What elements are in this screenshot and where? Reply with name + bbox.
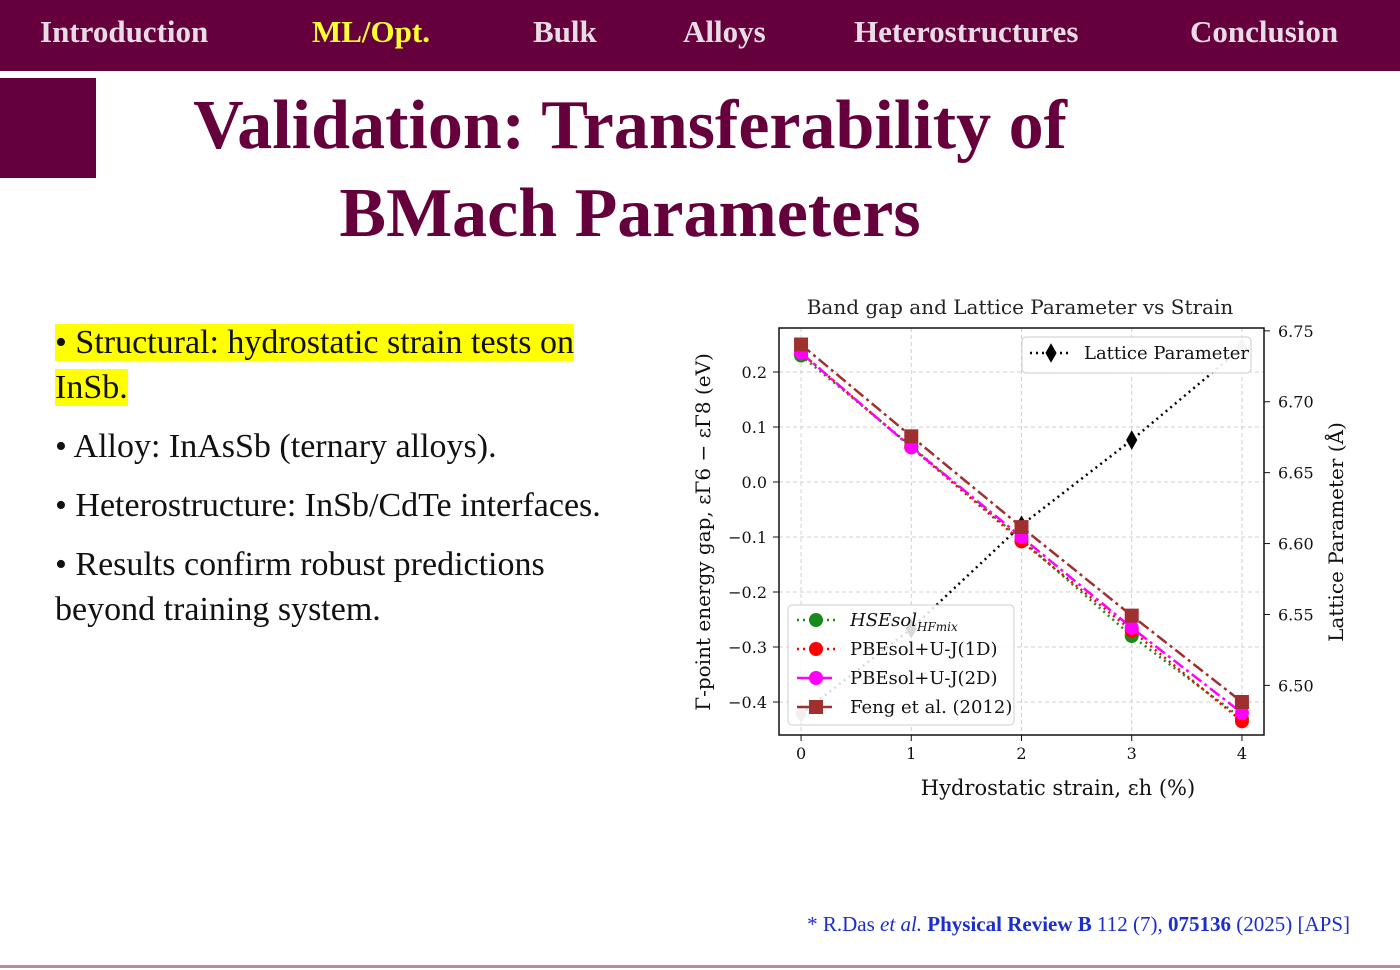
series-point-3 — [1014, 520, 1029, 535]
y-tick-label: 0.2 — [742, 363, 767, 382]
citation: * R.Das et al. Physical Review B 112 (7)… — [807, 912, 1350, 937]
y-tick-label: 0.0 — [742, 473, 767, 492]
citation-prefix: * R.Das — [807, 912, 881, 936]
y2-tick-label: 6.55 — [1278, 605, 1314, 624]
x-tick-label: 1 — [906, 744, 916, 763]
lattice-legend: Lattice Parameter — [1021, 336, 1252, 374]
x-tick-label: 2 — [1016, 744, 1026, 763]
bandgap-lattice-chart: Band gap and Lattice Parameter vs Strain… — [691, 295, 1348, 800]
legend-marker — [809, 700, 823, 714]
slide-title: Validation: Transferability of BMach Par… — [100, 82, 1160, 258]
series-point-3 — [794, 337, 809, 352]
nav-alloys[interactable]: Alloys — [683, 14, 766, 49]
citation-article[interactable]: 075136 — [1168, 912, 1231, 936]
navigation-bar: Introduction ML/Opt. Bulk Alloys Heteros… — [0, 0, 1400, 71]
nav-ml-opt[interactable]: ML/Opt. — [312, 14, 430, 49]
slide-title-line2: BMach Parameters — [339, 175, 921, 252]
citation-volume: 112 (7), — [1091, 912, 1168, 936]
bullet-structural: • Structural: hydrostatic strain tests o… — [55, 320, 635, 410]
legend-label: PBEsol+U-J(2D) — [850, 668, 997, 689]
y-tick-label: 0.1 — [742, 418, 767, 437]
bullet-list: • Structural: hydrostatic strain tests o… — [55, 320, 635, 646]
nav-introduction[interactable]: Introduction — [40, 14, 209, 49]
title-accent-block — [0, 78, 96, 178]
legend-marker — [809, 613, 823, 627]
chart-axes: 0 1 2 3 4 0.2 0.1 0.0 −0.1 −0.2 −0.3 −0.4 6.75 6.70 6.… — [728, 322, 1313, 763]
series-point-3 — [904, 429, 919, 444]
y2-tick-label: 6.65 — [1278, 464, 1314, 483]
nav-heterostructures[interactable]: Heterostructures — [854, 14, 1079, 49]
legend-label: PBEsol+U-J(1D) — [850, 639, 997, 660]
series-point-3 — [1124, 608, 1139, 623]
x-tick-label: 4 — [1237, 744, 1247, 763]
x-tick-label: 0 — [796, 744, 806, 763]
y-tick-label: −0.4 — [728, 693, 767, 712]
citation-etal: et al. — [880, 912, 923, 936]
citation-journal[interactable]: Physical Review B — [927, 912, 1092, 936]
legend-marker — [809, 671, 823, 685]
legend-box — [787, 604, 1015, 726]
legend-marker — [809, 642, 823, 656]
lattice-parameter-point — [1126, 430, 1138, 450]
y2-tick-label: 6.60 — [1278, 535, 1314, 554]
bandgap-legend: HSEsolHFmix PBEsol+U-J(1D) PBEsol+U-J(2D) F… — [787, 604, 1015, 726]
x-tick-label: 3 — [1127, 744, 1137, 763]
y-tick-label: −0.1 — [728, 528, 767, 547]
y-axis-label: Γ-point energy gap, εΓ6 − εΓ8 (eV) — [691, 353, 715, 711]
series-point-2 — [1124, 620, 1139, 635]
legend-label: HSEsolHFmix — [849, 610, 958, 634]
series-point-3 — [1234, 695, 1249, 709]
bullet-alloy: • Alloy: InAsSb (ternary alloys). — [55, 428, 497, 465]
slide-title-line1: Validation: Transferability of — [193, 87, 1067, 164]
legend2-box — [1021, 336, 1252, 374]
series-point-2 — [904, 440, 919, 455]
y-tick-label: −0.3 — [728, 638, 767, 657]
y2-tick-label: 6.50 — [1278, 676, 1314, 695]
y-tick-label: −0.2 — [728, 583, 767, 602]
bullet-results: • Results confirm robust predictions bey… — [55, 546, 545, 628]
bullet-structural-text: • Structural: hydrostatic strain tests o… — [55, 324, 574, 406]
y2-axis-label: Lattice Parameter (Å) — [1323, 422, 1348, 642]
nav-bulk[interactable]: Bulk — [533, 14, 597, 49]
citation-suffix: (2025) [APS] — [1231, 912, 1350, 936]
series-point-2 — [1234, 706, 1249, 720]
legend2-label: Lattice Parameter — [1084, 343, 1249, 364]
x-axis-label: Hydrostatic strain, εh (%) — [921, 776, 1195, 800]
bullet-heterostructure: • Heterostructure: InSb/CdTe interfaces. — [55, 487, 601, 524]
bottom-rule — [0, 965, 1400, 968]
chart-title: Band gap and Lattice Parameter vs Strain — [807, 295, 1234, 319]
nav-conclusion[interactable]: Conclusion — [1190, 14, 1339, 49]
y2-tick-label: 6.75 — [1278, 322, 1314, 341]
y2-tick-label: 6.70 — [1278, 393, 1314, 412]
legend-label: Feng et al. (2012) — [850, 697, 1012, 718]
